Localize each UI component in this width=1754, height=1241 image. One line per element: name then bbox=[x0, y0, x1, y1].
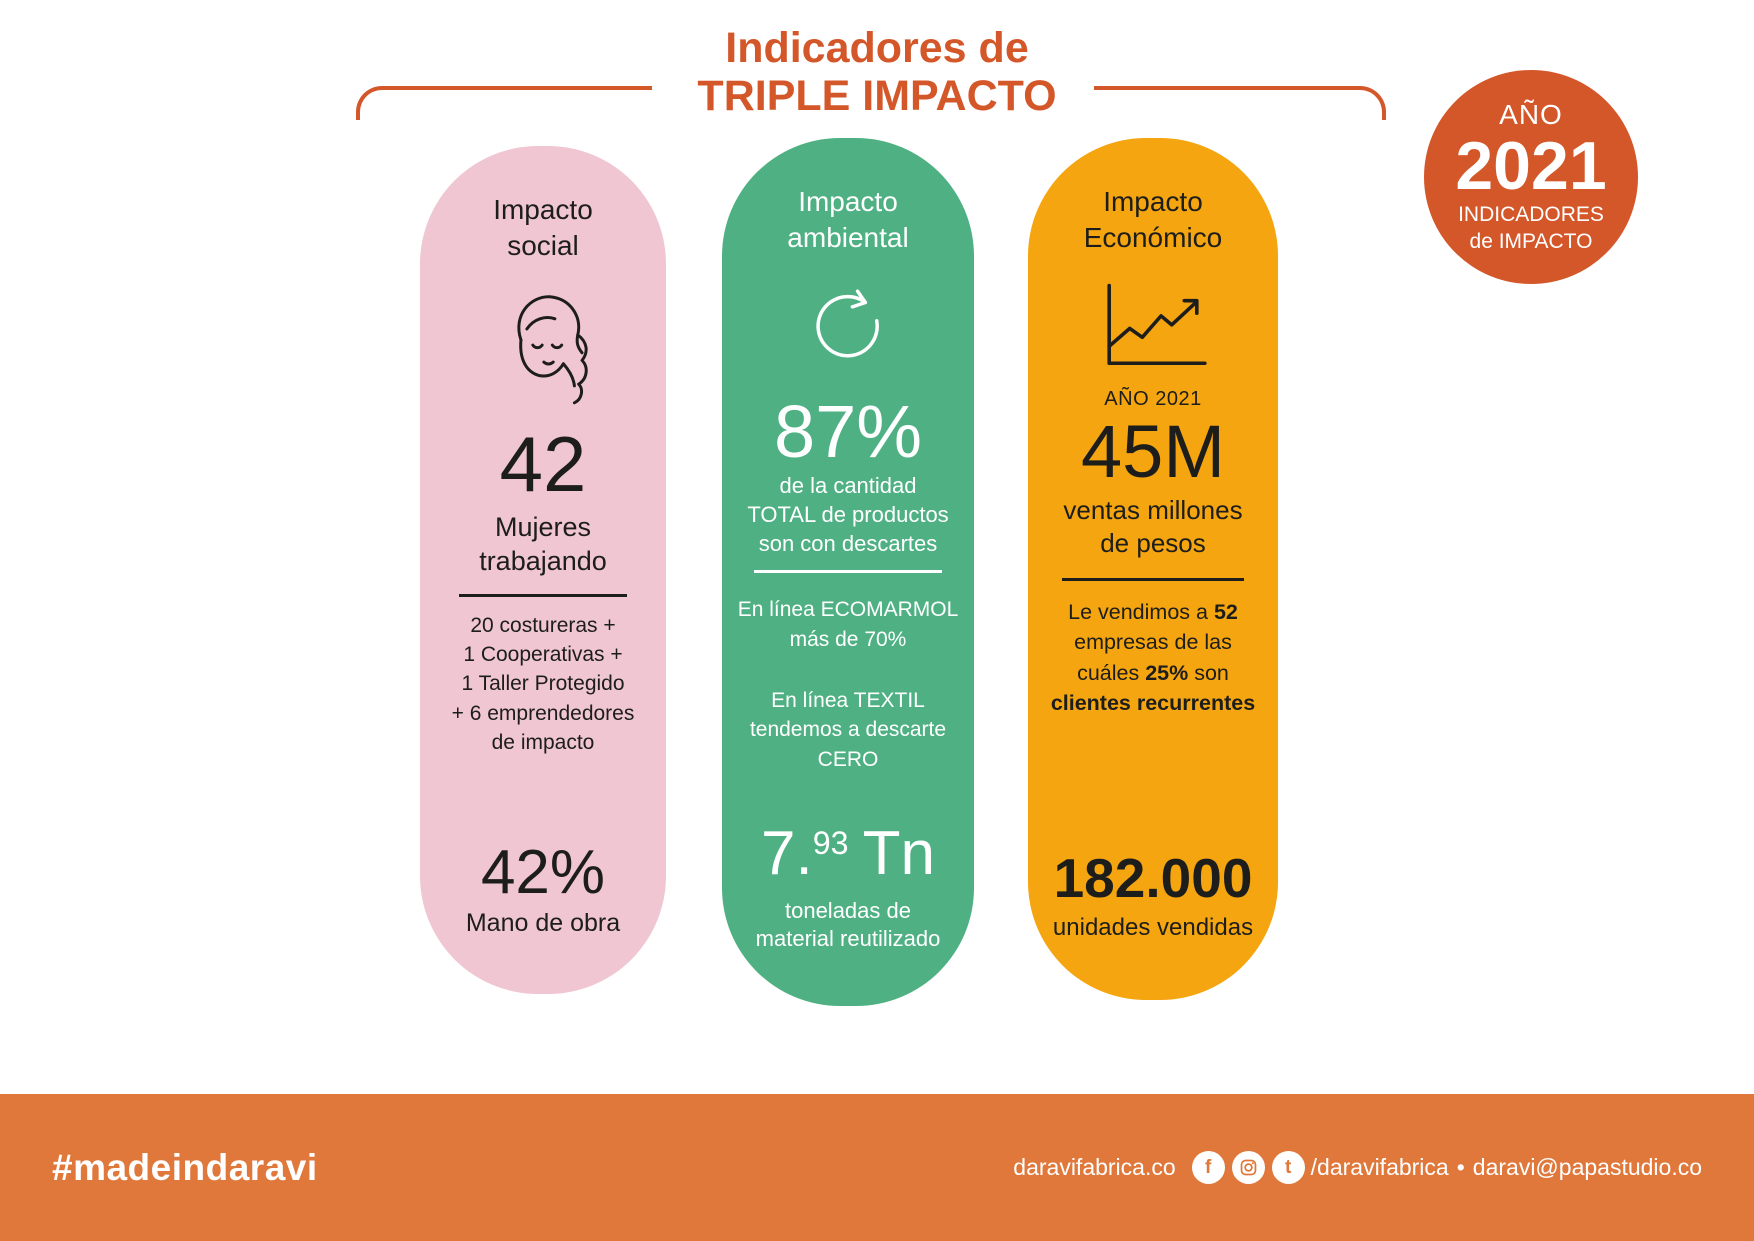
sales-desc-l3-pre: cuáles bbox=[1077, 660, 1146, 685]
footer-hashtag: #madeindaravi bbox=[52, 1146, 318, 1188]
facebook-icon: f bbox=[1191, 1151, 1225, 1184]
ambiental-big-number: 87% bbox=[773, 389, 923, 473]
economico-divider bbox=[1062, 577, 1244, 581]
ambiental-tons-label: toneladas de material reutilizado bbox=[756, 897, 941, 954]
ambiental-divider bbox=[754, 570, 942, 574]
economico-big-number: 45M bbox=[1081, 409, 1225, 493]
ambiental-desc: de la cantidad TOTAL de productos son co… bbox=[747, 472, 948, 558]
footer-handle: /daravifabrica bbox=[1310, 1154, 1449, 1180]
ambiental-desc-line: TOTAL de productos bbox=[747, 501, 949, 527]
social-stat-number: 42% bbox=[480, 837, 606, 907]
title-bracket-right bbox=[1094, 86, 1386, 120]
footer-email: daravi@papastudio.co bbox=[1472, 1154, 1702, 1180]
ambiental-textil: En línea TEXTIL tendemos a descarte CERO bbox=[750, 686, 946, 774]
sales-desc-line4: clientes recurrentes bbox=[1051, 688, 1255, 719]
economico-units-label: unidades vendidas bbox=[1052, 914, 1254, 941]
sales-desc-l1-pre: Le vendimos a bbox=[1068, 599, 1214, 624]
ambiental-desc-line: de la cantidad bbox=[779, 473, 917, 499]
footer-contact: daravifabrica.co f t /daravifabrica • da… bbox=[1013, 1151, 1702, 1184]
column-impacto-social: Impacto social 42 Mujeres trabajando 20 … bbox=[420, 146, 666, 994]
economico-big-label: ventas millones de pesos bbox=[1063, 494, 1242, 560]
ambiental-tons-block: 7.93 Tn toneladas de material reutilizado bbox=[756, 822, 941, 954]
social-big-label-line2: trabajando bbox=[479, 545, 607, 576]
sales-desc-l1-bold: 52 bbox=[1213, 599, 1238, 624]
footer-social-icons: f t bbox=[1191, 1151, 1305, 1184]
sales-desc-l3-post: son bbox=[1188, 660, 1229, 685]
economico-year-label: AÑO 2021 bbox=[1104, 387, 1202, 410]
ambiental-ecomarmol-line: más de 70% bbox=[789, 627, 907, 651]
social-title-line1: Impacto bbox=[493, 194, 593, 225]
economico-title-line2: Económico bbox=[1083, 221, 1223, 253]
instagram-icon bbox=[1231, 1151, 1265, 1184]
page-title: Indicadores de TRIPLE IMPACTO bbox=[0, 24, 1754, 120]
social-detail-line: 20 costureras + bbox=[470, 613, 616, 637]
economico-units-block: 182.000 unidades vendidas bbox=[1052, 846, 1254, 943]
social-big-number: 42 bbox=[499, 419, 587, 508]
twitter-glyph: t bbox=[1284, 1156, 1292, 1178]
facebook-glyph: f bbox=[1204, 1156, 1212, 1178]
column-impacto-ambiental: Impacto ambiental 87% de la cantidad TOT… bbox=[722, 138, 974, 1006]
ambiental-title-line2: ambiental bbox=[787, 221, 909, 253]
page-title-line1: Indicadores de bbox=[725, 24, 1029, 72]
social-title-line2: social bbox=[507, 229, 579, 261]
footer-bar: #madeindaravi daravifabrica.co f t /dara… bbox=[0, 1094, 1754, 1241]
social-divider bbox=[459, 593, 627, 597]
growth-chart-icon bbox=[1094, 280, 1212, 380]
sales-desc-l4-bold: clientes recurrentes bbox=[1050, 691, 1256, 716]
social-stat-block: 42% Mano de obra bbox=[465, 837, 621, 938]
social-stat-label: Mano de obra bbox=[465, 909, 621, 937]
social-details: 20 costureras + 1 Cooperativas + 1 Talle… bbox=[452, 611, 635, 758]
social-detail-line: 1 Taller Protegido bbox=[461, 672, 625, 696]
badge-kicker: AÑO bbox=[1499, 99, 1563, 131]
sales-desc-line1: Le vendimos a 52 bbox=[1051, 597, 1255, 628]
title-bracket-left bbox=[356, 86, 652, 120]
social-title: Impacto social bbox=[493, 192, 593, 264]
circular-arrows-icon bbox=[808, 286, 888, 371]
footer-separator: • bbox=[1456, 1154, 1465, 1180]
social-detail-line: 1 Cooperativas + bbox=[463, 642, 623, 666]
column-impacto-economico: Impacto Económico AÑO 2021 45M ventas mi… bbox=[1028, 138, 1278, 1000]
social-detail-line: de impacto bbox=[491, 731, 595, 755]
ambiental-tons-number: 7.93 Tn bbox=[756, 822, 941, 885]
ambiental-ecomarmol-line: En línea ECOMARMOL bbox=[737, 598, 959, 622]
sales-desc-l3-bold: 25% bbox=[1145, 660, 1189, 685]
economico-title-line1: Impacto bbox=[1103, 186, 1203, 217]
social-detail-line: + 6 emprendedores bbox=[451, 701, 635, 725]
social-big-label: Mujeres trabajando bbox=[479, 510, 607, 578]
sales-desc-line2: empresas de las bbox=[1074, 630, 1232, 655]
ambiental-textil-line: En línea TEXTIL bbox=[771, 688, 925, 712]
economico-units-number: 182.000 bbox=[1053, 846, 1253, 909]
economico-big-label-line2: de pesos bbox=[1100, 528, 1206, 559]
tons-unit: Tn bbox=[862, 818, 935, 888]
ambiental-ecomarmol: En línea ECOMARMOL más de 70% bbox=[738, 595, 959, 654]
badge-year: 2021 bbox=[1455, 128, 1607, 205]
badge-subline-2: de IMPACTO bbox=[1469, 229, 1593, 253]
economico-big-label-line1: ventas millones bbox=[1063, 495, 1243, 526]
woman-icon bbox=[487, 284, 599, 418]
ambiental-tons-label-line2: material reutilizado bbox=[755, 926, 941, 952]
ambiental-title: Impacto ambiental bbox=[787, 184, 908, 256]
badge-subline-1: INDICADORES bbox=[1458, 203, 1604, 227]
social-big-label-line1: Mujeres bbox=[494, 511, 591, 542]
ambiental-textil-line: tendemos a descarte bbox=[749, 718, 947, 742]
ambiental-tons-label-line1: toneladas de bbox=[784, 897, 911, 923]
economico-title: Impacto Económico bbox=[1084, 184, 1223, 256]
tons-superscript: 93 bbox=[812, 824, 849, 861]
footer-website: daravifabrica.co bbox=[1013, 1154, 1176, 1180]
year-badge: AÑO 2021 INDICADORES de IMPACTO bbox=[1424, 70, 1638, 284]
tons-main: 7. bbox=[761, 818, 813, 888]
ambiental-textil-line: CERO bbox=[817, 747, 879, 771]
sales-desc-line3: cuáles 25% son bbox=[1051, 658, 1255, 689]
ambiental-desc-line: son con descartes bbox=[758, 530, 938, 556]
page-title-line2: TRIPLE IMPACTO bbox=[697, 72, 1057, 121]
economico-sales-desc: Le vendimos a 52 empresas de las cuáles … bbox=[1051, 597, 1255, 719]
twitter-icon: t bbox=[1271, 1151, 1305, 1184]
ambiental-title-line1: Impacto bbox=[798, 186, 898, 217]
